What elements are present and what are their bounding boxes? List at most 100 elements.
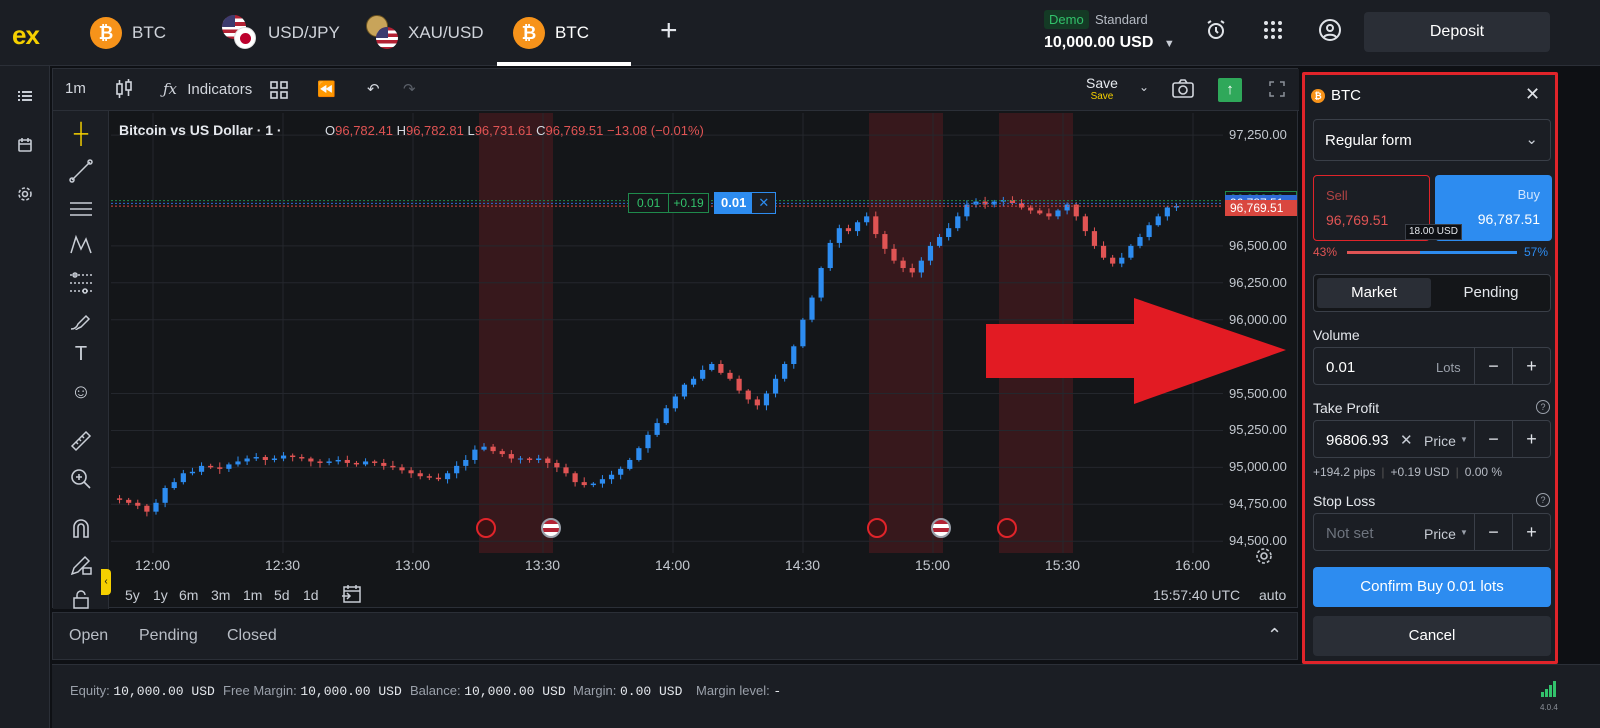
utc-clock[interactable]: 15:57:40 UTC xyxy=(1153,587,1241,603)
tab-xau-usd[interactable]: XAU/USD xyxy=(366,14,484,52)
settings-gear-icon[interactable] xyxy=(14,186,36,208)
help-icon[interactable]: ? xyxy=(1536,493,1550,507)
chevron-up-icon[interactable]: ⌃ xyxy=(1267,625,1283,645)
calendar-icon[interactable] xyxy=(14,137,36,159)
add-tab-button[interactable]: + xyxy=(660,14,678,47)
candle xyxy=(681,384,688,397)
auto-scale-toggle[interactable]: auto xyxy=(1259,587,1287,603)
stop-loss-input[interactable]: Not set xyxy=(1326,525,1374,542)
undo-icon[interactable]: ↶ xyxy=(367,81,380,98)
time-axis[interactable]: 12:00 12:30 13:00 13:30 14:00 14:30 15:00 15:30… xyxy=(111,553,1223,577)
clear-icon[interactable]: ✕ xyxy=(1400,432,1413,449)
deposit-button[interactable]: Deposit xyxy=(1364,12,1550,52)
user-profile-icon[interactable] xyxy=(1316,18,1344,46)
tab-pending-order[interactable]: Pending xyxy=(1463,284,1519,301)
candle xyxy=(1137,237,1143,246)
tab-btc-active[interactable]: ₿ BTC xyxy=(513,14,589,52)
stop-loss-decrease-button[interactable]: − xyxy=(1474,514,1512,550)
layout-grid-icon[interactable] xyxy=(270,81,288,103)
crosshair-icon[interactable]: ┼ xyxy=(73,123,89,145)
range-1m[interactable]: 1m xyxy=(243,587,263,603)
camera-icon[interactable] xyxy=(1172,79,1194,103)
form-type-select[interactable]: Regular form ⌄ xyxy=(1313,119,1551,161)
candle xyxy=(189,471,196,474)
tab-closed[interactable]: Closed xyxy=(227,627,277,644)
cancel-button[interactable]: Cancel xyxy=(1313,616,1551,656)
tab-market[interactable]: Market xyxy=(1317,278,1431,308)
account-balance-selector[interactable]: 10,000.00 USD ▼ xyxy=(1044,34,1175,52)
magnet-icon[interactable] xyxy=(67,517,95,545)
economic-event-icon[interactable] xyxy=(867,518,887,538)
stop-loss-increase-button[interactable]: + xyxy=(1512,514,1550,550)
us-flag-event-icon[interactable] xyxy=(931,518,951,538)
candle-style-icon[interactable] xyxy=(115,78,133,104)
close-icon[interactable]: ✕ xyxy=(752,193,776,214)
economic-event-icon[interactable] xyxy=(476,518,496,538)
tab-open[interactable]: Open xyxy=(69,627,109,644)
range-1d[interactable]: 1d xyxy=(303,587,319,603)
take-profit-field: 96806.93 ✕ Price ▼ − + xyxy=(1313,420,1551,458)
tab-btc-1[interactable]: ₿ BTC xyxy=(90,14,166,52)
take-profit-increase-button[interactable]: + xyxy=(1512,421,1550,457)
form-type-value: Regular form xyxy=(1325,132,1412,149)
candle xyxy=(1173,206,1180,208)
exness-logo[interactable]: ex xyxy=(12,20,40,50)
text-tool-icon[interactable]: T xyxy=(74,343,88,365)
xau-usd-icon xyxy=(366,15,398,51)
alarm-clock-icon[interactable] xyxy=(1202,18,1230,46)
horizontal-lines-icon[interactable] xyxy=(67,197,95,225)
candle xyxy=(463,459,469,466)
emoji-icon[interactable]: ☺ xyxy=(70,381,92,403)
zoom-in-icon[interactable] xyxy=(67,467,95,495)
range-5d[interactable]: 5d xyxy=(274,587,290,603)
stop-loss-mode[interactable]: Price xyxy=(1424,526,1456,542)
range-3m[interactable]: 3m xyxy=(211,587,231,603)
close-icon[interactable]: ✕ xyxy=(1525,84,1541,104)
volume-decrease-button[interactable]: − xyxy=(1474,348,1512,384)
trend-line-icon[interactable] xyxy=(67,159,95,187)
redo-icon[interactable]: ↷ xyxy=(403,81,416,98)
order-volume-badge[interactable]: 0.01 ✕ xyxy=(714,192,777,215)
save-layout-button[interactable]: Save Save xyxy=(1086,75,1118,102)
candle xyxy=(618,468,624,475)
take-profit-mode[interactable]: Price xyxy=(1424,433,1456,449)
range-1y[interactable]: 1y xyxy=(153,587,168,603)
ruler-icon[interactable] xyxy=(67,429,95,457)
save-label: Save xyxy=(1086,75,1118,91)
confirm-buy-button[interactable]: Confirm Buy 0.01 lots xyxy=(1313,567,1551,607)
collapse-tools-button[interactable]: ‹ xyxy=(101,569,111,595)
volume-input[interactable]: 0.01 xyxy=(1326,359,1356,376)
pattern-icon[interactable] xyxy=(67,233,95,261)
candle xyxy=(982,201,988,205)
publish-arrow-up-icon[interactable]: ↑ xyxy=(1218,78,1242,102)
go-to-date-icon[interactable] xyxy=(341,583,363,608)
take-profit-decrease-button[interactable]: − xyxy=(1474,421,1512,457)
lock-icon[interactable] xyxy=(67,589,95,617)
range-6m[interactable]: 6m xyxy=(179,587,199,603)
fib-levels-icon[interactable] xyxy=(67,271,95,299)
pencil-lock-icon[interactable] xyxy=(67,553,95,581)
position-line-label[interactable]: 0.01 +0.19 xyxy=(628,193,709,214)
fullscreen-icon[interactable] xyxy=(1269,81,1285,101)
panel-header: ₿ BTC xyxy=(1311,87,1361,104)
brush-icon[interactable] xyxy=(67,307,95,335)
candle xyxy=(417,473,423,477)
price-axis[interactable]: 97,250.00 96,500.00 96,250.00 96,000.00 95,5… xyxy=(1223,113,1299,553)
candle xyxy=(326,461,332,463)
take-profit-input[interactable]: 96806.93 xyxy=(1326,432,1389,449)
tab-usd-jpy[interactable]: USD/JPY xyxy=(222,14,340,52)
replay-icon[interactable]: ⏪ xyxy=(317,81,336,98)
list-icon[interactable] xyxy=(14,88,36,110)
volume-increase-button[interactable]: + xyxy=(1512,348,1550,384)
apps-grid-icon[interactable] xyxy=(1259,18,1287,46)
economic-event-icon[interactable] xyxy=(997,518,1017,538)
chevron-down-icon[interactable]: ⌄ xyxy=(1139,80,1150,94)
tab-pending[interactable]: Pending xyxy=(139,627,198,644)
indicators-button[interactable]: ƒx Indicators xyxy=(163,80,252,98)
axis-settings-gear-icon[interactable] xyxy=(1255,547,1273,570)
balance-value: 10,000.00 USD xyxy=(1044,34,1154,51)
help-icon[interactable]: ? xyxy=(1536,400,1550,414)
range-5y[interactable]: 5y xyxy=(125,587,140,603)
timeframe-selector[interactable]: 1m xyxy=(65,80,86,97)
us-flag-event-icon[interactable] xyxy=(541,518,561,538)
